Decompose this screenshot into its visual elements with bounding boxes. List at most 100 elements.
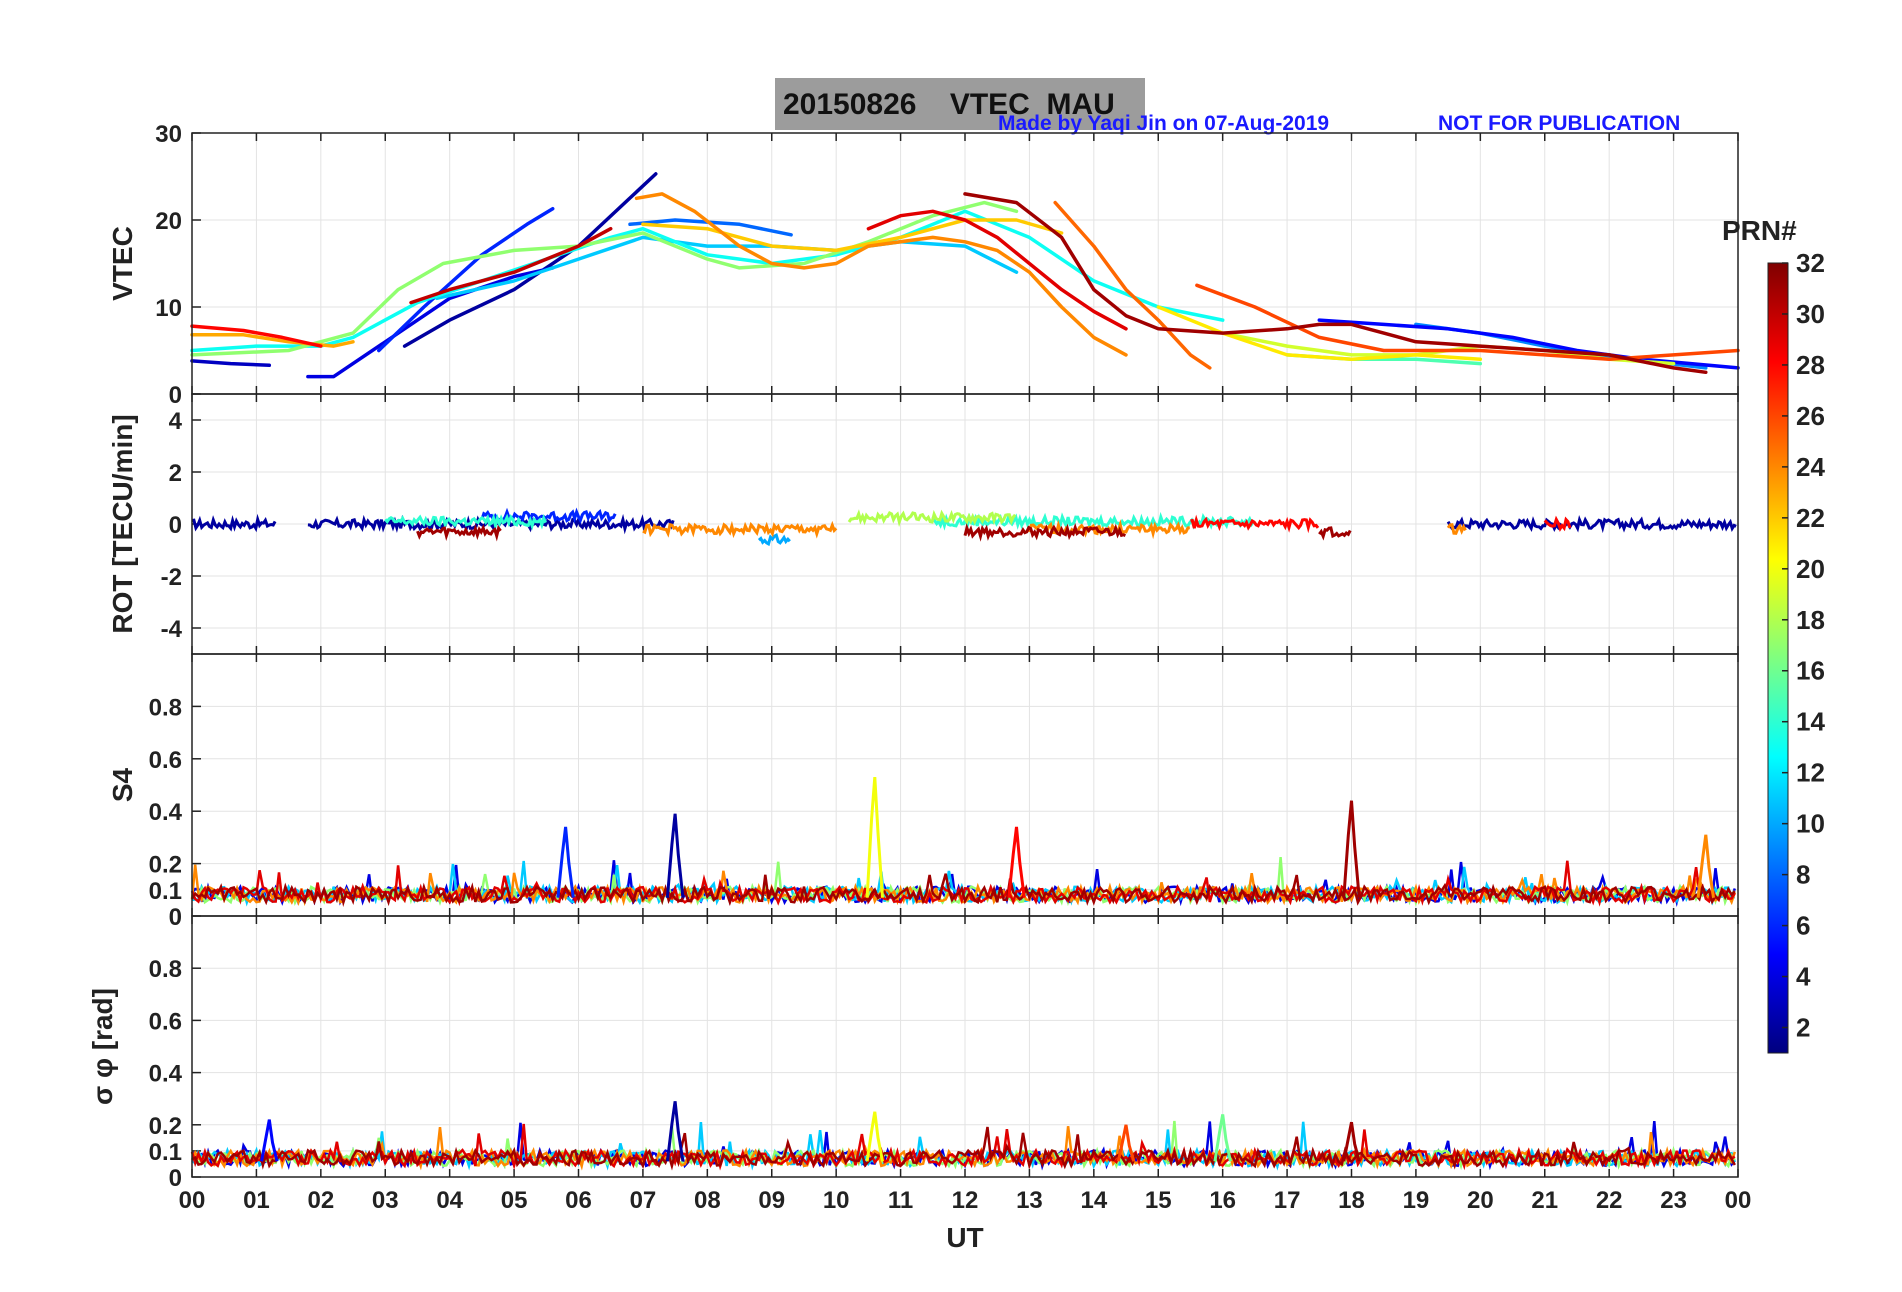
scint-spike [1007,826,1026,898]
x-tick-label: 11 [888,1187,913,1214]
y-tick-label: 0.2 [149,1113,182,1140]
scint-spike [1213,1114,1232,1162]
vtec-series-line [1156,305,1483,361]
x-tick-label: 20 [1467,1187,1494,1214]
colorbar-tick-label: 14 [1796,707,1825,737]
colorbar-tick-label: 6 [1796,911,1810,941]
y-tick-label: 4 [169,408,183,435]
colorbar-tick-label: 22 [1796,503,1825,533]
y-tick-label: 0.2 [149,852,182,879]
y-axis-label: σ φ [rad] [87,988,118,1105]
colorbar-tick-label: 10 [1796,809,1825,839]
scint-spike [865,776,884,898]
vtec-series-line [190,209,1225,353]
colorbar-tick-label: 18 [1796,605,1825,635]
y-axis-label: VTEC [107,226,138,301]
rot-series-line [384,513,547,532]
vtec-series-line [402,172,658,348]
scint-spike [665,1101,685,1162]
x-tick-label: 00 [179,1187,206,1214]
rot-series-line [931,511,1255,531]
vtec-series-line [1053,200,1212,370]
colorbar-tick-label: 28 [1796,350,1825,380]
rot-series-line [1446,523,1467,535]
vtec-series-line [190,324,323,348]
y-tick-label: 0.4 [149,1061,183,1088]
x-tick-label: 08 [694,1187,721,1214]
colorbar-tick-label: 32 [1796,248,1825,278]
scint-spike [556,826,575,898]
colorbar-tick-label: 16 [1796,656,1825,686]
y-tick-label: 0.1 [149,878,182,905]
y-axis-label: S4 [107,767,138,802]
colorbar-tick-label: 30 [1796,299,1825,329]
rot-series-line [191,513,277,533]
y-tick-label: 0.4 [149,799,183,826]
scint-spike [665,813,685,898]
rot-series-line [847,509,1017,527]
vtec-series-line [190,333,355,348]
colorbar-tick-label: 24 [1796,452,1825,482]
y-tick-label: 2 [169,460,182,487]
scint-spike [1116,1124,1136,1162]
colorbar-tick-label: 2 [1796,1013,1810,1043]
vtec-series-line [1195,283,1740,361]
x-tick-label: 17 [1274,1187,1301,1214]
x-tick-label: 12 [952,1187,979,1214]
notice-text: NOT FOR PUBLICATION [1438,112,1681,135]
vtec-series-line [190,200,1019,357]
y-tick-label: -2 [161,564,182,591]
x-tick-label: 00 [1725,1187,1752,1214]
x-tick-label: 19 [1403,1187,1430,1214]
y-tick-label: 0.1 [149,1139,182,1166]
vtec-series-line [409,226,613,305]
rot-series-line [416,523,502,542]
rot-series-line [1543,515,1572,532]
x-tick-label: 09 [758,1187,785,1214]
x-tick-label: 02 [307,1187,334,1214]
vtec-series-line [1317,318,1740,370]
x-tick-label: 10 [823,1187,850,1214]
y-tick-label: -4 [161,616,183,643]
x-axis-label: UT [946,1222,983,1253]
rot-series-line [1318,526,1352,541]
colorbar-tick-label: 12 [1796,758,1825,788]
x-tick-label: 06 [565,1187,592,1214]
x-tick-label: 16 [1209,1187,1236,1214]
rot-series-line [1446,515,1737,534]
y-tick-label: 0.8 [149,956,182,983]
y-tick-label: 0.8 [149,694,182,721]
scint-series-line [190,873,1736,907]
scint-spike [260,1119,279,1162]
y-tick-label: 0 [169,904,182,931]
x-tick-label: 01 [243,1187,270,1214]
colorbar-tick-label: 8 [1796,860,1810,890]
scint-spike [1342,800,1361,898]
y-tick-label: 10 [155,295,182,322]
rot-series-line [1190,514,1320,534]
x-tick-label: 22 [1596,1187,1623,1214]
scint-series-line [191,1126,1736,1171]
x-tick-label: 14 [1080,1187,1107,1214]
rot-series-line [757,532,791,547]
scint-series-line [190,1126,1736,1171]
x-tick-label: 03 [372,1187,399,1214]
scint-spike [1696,834,1715,898]
rot-series-line [642,520,838,539]
x-tick-label: 18 [1338,1187,1365,1214]
x-tick-label: 23 [1660,1187,1687,1214]
y-axis-label: ROT [TECU/min] [107,414,138,633]
x-tick-label: 04 [436,1187,463,1214]
panel-frame [191,915,1739,1178]
y-tick-label: 0 [169,512,182,539]
credit-text: Made by Yaqi Jin on 07-Aug-2019 [998,112,1330,135]
colorbar-tick-label: 20 [1796,554,1825,584]
y-tick-label: 30 [155,121,182,148]
scint-series-line [190,1120,1736,1171]
x-tick-label: 15 [1145,1187,1172,1214]
x-tick-label: 13 [1016,1187,1043,1214]
x-tick-label: 05 [501,1187,528,1214]
vtec-series-line [306,266,555,379]
